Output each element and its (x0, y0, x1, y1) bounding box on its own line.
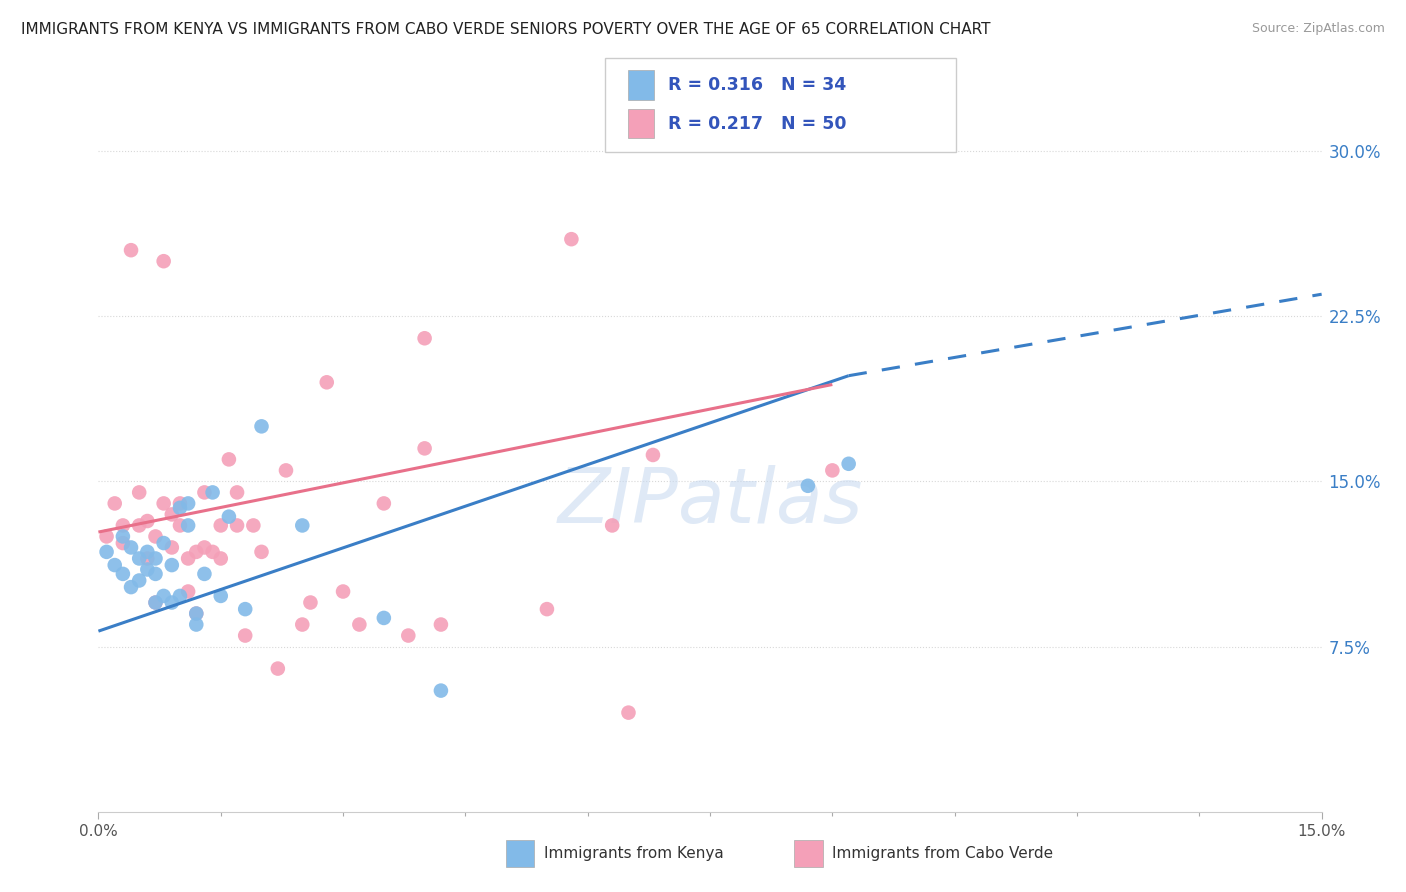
Point (145, 595, 167, 609)
Point (160, 508, 183, 522)
Point (226, 485, 249, 500)
Point (821, 463, 844, 477)
Point (160, 541, 183, 555)
Point (111, 566, 134, 581)
Point (267, 662, 290, 676)
Point (617, 706, 640, 720)
Point (169, 518, 191, 533)
Point (242, 518, 264, 533)
Point (177, 518, 200, 533)
Point (145, 529, 167, 543)
Text: ZIPatlas: ZIPatlas (557, 465, 863, 539)
Point (373, 611, 395, 625)
Point (193, 541, 215, 555)
Point (145, 566, 167, 581)
Point (177, 496, 200, 510)
Point (128, 574, 150, 588)
Point (111, 518, 134, 533)
Point (136, 514, 159, 528)
Point (396, 628, 419, 642)
Point (250, 419, 273, 434)
Point (136, 545, 159, 559)
Point (250, 545, 273, 559)
Point (291, 518, 314, 533)
Point (96, 529, 118, 543)
Point (209, 518, 232, 533)
Text: R = 0.217   N = 50: R = 0.217 N = 50 (668, 114, 846, 133)
Point (111, 536, 134, 550)
Point (413, 331, 436, 345)
Point (299, 595, 322, 609)
Point (209, 551, 232, 566)
Point (291, 617, 314, 632)
Point (430, 617, 453, 632)
Point (413, 442, 436, 456)
Point (120, 541, 142, 555)
Text: IMMIGRANTS FROM KENYA VS IMMIGRANTS FROM CABO VERDE SENIORS POVERTY OVER THE AGE: IMMIGRANTS FROM KENYA VS IMMIGRANTS FROM… (21, 22, 991, 37)
Point (128, 551, 150, 566)
Text: Source: ZipAtlas.com: Source: ZipAtlas.com (1251, 22, 1385, 36)
Point (209, 589, 232, 603)
Point (536, 602, 558, 616)
Point (797, 479, 820, 493)
Point (96, 545, 118, 559)
Point (641, 448, 664, 462)
Point (600, 518, 623, 533)
Point (218, 509, 240, 524)
Point (128, 485, 150, 500)
Point (186, 607, 208, 621)
Point (160, 558, 183, 573)
Point (233, 628, 256, 642)
Point (169, 589, 191, 603)
Point (218, 452, 240, 467)
Point (233, 602, 256, 616)
Point (193, 485, 215, 500)
Point (104, 558, 127, 573)
Text: Immigrants from Cabo Verde: Immigrants from Cabo Verde (832, 847, 1053, 861)
Point (560, 232, 582, 246)
Point (104, 496, 127, 510)
Point (201, 485, 224, 500)
Point (152, 536, 174, 550)
Point (120, 580, 142, 594)
Point (349, 617, 371, 632)
Point (136, 551, 159, 566)
Point (315, 376, 337, 390)
Point (120, 243, 142, 257)
Point (152, 589, 174, 603)
Point (177, 584, 200, 599)
Point (430, 683, 453, 698)
Point (136, 562, 159, 576)
Point (274, 463, 297, 477)
Point (201, 545, 224, 559)
Point (193, 566, 215, 581)
Point (373, 496, 395, 510)
Point (152, 496, 174, 510)
Text: Immigrants from Kenya: Immigrants from Kenya (544, 847, 724, 861)
Point (152, 254, 174, 268)
Point (169, 496, 191, 510)
Point (177, 551, 200, 566)
Point (145, 551, 167, 566)
Point (186, 607, 208, 621)
Point (186, 545, 208, 559)
Point (332, 584, 354, 599)
Point (145, 595, 167, 609)
Text: R = 0.316   N = 34: R = 0.316 N = 34 (668, 76, 846, 95)
Point (838, 457, 860, 471)
Point (111, 529, 134, 543)
Point (128, 518, 150, 533)
Point (160, 595, 183, 609)
Point (169, 500, 191, 515)
Point (186, 617, 208, 632)
Point (226, 518, 249, 533)
